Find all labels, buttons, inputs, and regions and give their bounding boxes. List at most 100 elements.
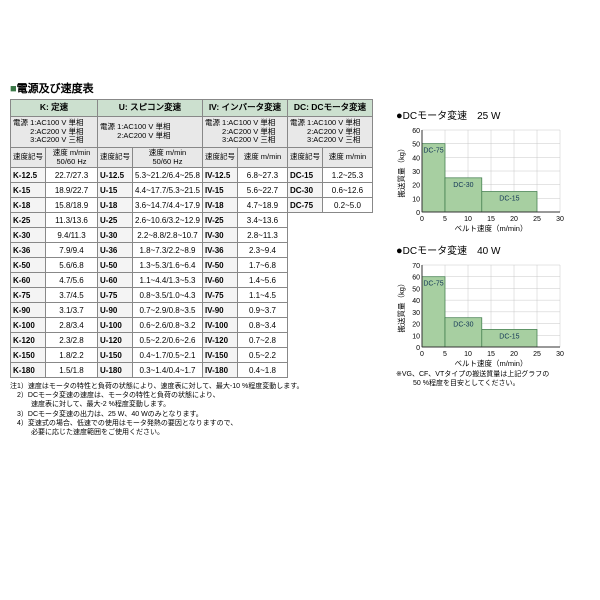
table-row: K-1518.9/22.7U-154.4~17.7/5.3~21.5IV-155… [11,183,373,198]
cell: 1.8~7.3/2.2~8.9 [133,243,203,258]
cell: 2.8~11.3 [237,228,287,243]
svg-text:20: 20 [510,351,518,358]
svg-text:ベルト速度（m/min）: ベルト速度（m/min） [455,223,528,233]
cell: 6.8~27.3 [237,168,287,183]
cell: 3.1/3.7 [46,303,98,318]
cell: IV-60 [202,273,237,288]
svg-text:20: 20 [412,183,420,190]
svg-text:0: 0 [420,351,424,358]
cell: 0.7~2.9/0.8~3.5 [133,303,203,318]
cell: K-25 [11,213,46,228]
cell: DC-15 [287,168,322,183]
cell: 4.4~17.7/5.3~21.5 [133,183,203,198]
cell: 1.3~5.3/1.6~6.4 [133,258,203,273]
cell: 0.4~1.8 [237,363,287,378]
svg-text:70: 70 [412,263,420,270]
svg-text:DC-15: DC-15 [499,196,519,203]
note-line: 速度表に対して、最大-2 %程度変動します。 [10,400,390,409]
cell: K-12.5 [11,168,46,183]
cell: 5.6~22.7 [237,183,287,198]
cell: 1.5/1.8 [46,363,98,378]
power-info: 電源 1:AC100 V 単相 2:AC200 V 単相 3:AC200 V 三… [11,117,98,148]
svg-text:DC-30: DC-30 [453,322,473,329]
table-row: K-2511.3/13.6U-252.6~10.6/3.2~12.9IV-253… [11,213,373,228]
cell: K-30 [11,228,46,243]
cell: IV-18 [202,198,237,213]
col-header: 速度記号 [11,148,46,168]
svg-text:5: 5 [443,351,447,358]
svg-text:30: 30 [556,216,564,223]
group-header: DC: DCモータ変速 [287,100,372,117]
cell: U-36 [98,243,133,258]
cell: U-150 [98,348,133,363]
cell: K-15 [11,183,46,198]
table-row: K-12.522.7/27.3U-12.55.3~21.2/6.4~25.8IV… [11,168,373,183]
svg-text:10: 10 [464,351,472,358]
cell: IV-180 [202,363,237,378]
cell: 1.7~6.8 [237,258,287,273]
cell: 0.5~2.2 [237,348,287,363]
cell: 4.7~18.9 [237,198,287,213]
cell: 2.3~9.4 [237,243,287,258]
cell: K-36 [11,243,46,258]
svg-text:60: 60 [412,275,420,282]
col-header: 速度 m/min [322,148,372,168]
cell: U-60 [98,273,133,288]
col-header: 速度記号 [287,148,322,168]
cell: 0.5~2.2/0.6~2.6 [133,333,203,348]
svg-text:20: 20 [510,216,518,223]
cell: DC-75 [287,198,322,213]
group-header: U: スピコン変速 [98,100,203,117]
group-header: K: 定速 [11,100,98,117]
cell: U-15 [98,183,133,198]
cell: U-90 [98,303,133,318]
chart-title: ●DCモータ変速 40 W [396,242,576,257]
power-info: 電源 1:AC100 V 単相 2:AC200 V 単相 [98,117,203,148]
note-line: 3）DCモータ変速の出力は、25 W、40 Wのみとなります。 [10,410,390,419]
cell: K-150 [11,348,46,363]
svg-text:搬送質量（kg）: 搬送質量（kg） [396,280,406,333]
svg-text:30: 30 [412,169,420,176]
note-line: 必要に応じた速度範囲をご使用ください。 [10,428,390,437]
cell: U-18 [98,198,133,213]
cell: 15.8/18.9 [46,198,98,213]
cell: U-12.5 [98,168,133,183]
speed-table: K: 定速U: スピコン変速IV: インバータ変速DC: DCモータ変速電源 1… [10,99,373,378]
svg-text:40: 40 [412,298,420,305]
group-header: IV: インバータ変速 [202,100,287,117]
cell: U-50 [98,258,133,273]
svg-text:搬送質量（kg）: 搬送質量（kg） [396,145,406,198]
cell: K-18 [11,198,46,213]
cell: 0.7~2.8 [237,333,287,348]
cell: U-180 [98,363,133,378]
cell: 1.8/2.2 [46,348,98,363]
svg-text:10: 10 [412,196,420,203]
svg-text:25: 25 [533,216,541,223]
cell: K-180 [11,363,46,378]
svg-text:5: 5 [443,216,447,223]
cell: 0.2~5.0 [322,198,372,213]
cell: 2.8/3.4 [46,318,98,333]
svg-text:DC-15: DC-15 [499,333,519,340]
cell: 0.9~3.7 [237,303,287,318]
svg-text:50: 50 [412,142,420,149]
cell: IV-150 [202,348,237,363]
svg-text:DC-75: DC-75 [423,281,443,288]
cell: IV-50 [202,258,237,273]
cell: 0.4~1.7/0.5~2.1 [133,348,203,363]
cell: 0.3~1.4/0.4~1.7 [133,363,203,378]
note-line: 4）変速式の場合、低速での使用はモータ発熱の要因となりますので、 [10,419,390,428]
svg-text:10: 10 [412,333,420,340]
cell: 1.1~4.5 [237,288,287,303]
note-line: 2）DCモータ変速の速度は、モータの特性と負荷の状態により、 [10,391,390,400]
cell: IV-15 [202,183,237,198]
svg-text:30: 30 [556,351,564,358]
cell: 5.6/6.8 [46,258,98,273]
cell: K-90 [11,303,46,318]
cell: 7.9/9.4 [46,243,98,258]
cell: U-75 [98,288,133,303]
cell: IV-12.5 [202,168,237,183]
cell: 0.6~12.6 [322,183,372,198]
svg-text:15: 15 [487,216,495,223]
chart-1: 010203040506070051015202530DC-75DC-30DC-… [396,259,566,369]
